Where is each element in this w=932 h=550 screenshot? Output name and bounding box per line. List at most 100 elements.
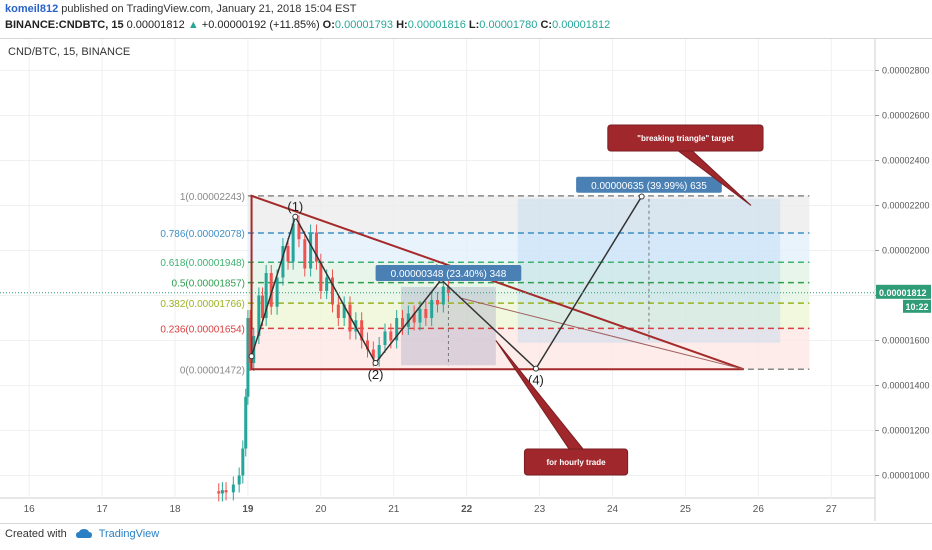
fib-level-label: 0(0.00001472)	[180, 365, 245, 376]
close-label: C:	[540, 19, 553, 31]
y-tick-label: 0.00002200	[882, 201, 930, 211]
wave-point[interactable]	[292, 213, 299, 220]
candle-body	[309, 232, 313, 269]
candle-body	[325, 277, 329, 291]
fib-level-label: 1(0.00002243)	[180, 192, 245, 203]
y-tick-label: 0.00001200	[882, 426, 930, 436]
fib-level-label: 0.786(0.00002078)	[160, 229, 245, 240]
wave-label: (4)	[528, 373, 544, 388]
fib-band	[247, 232, 810, 263]
y-tick-label: 0.00002600	[882, 111, 930, 121]
up-arrow-icon: ▲	[187, 19, 199, 31]
measure-label: 0.00000635 (39.99%) 635	[591, 181, 707, 192]
footer: Created with TradingView	[5, 528, 159, 540]
candle-body	[286, 246, 290, 262]
callout-text: "breaking triangle" target	[637, 134, 734, 143]
x-tick-label: 16	[24, 504, 36, 515]
low-value: 0.00001780	[479, 19, 538, 31]
candle-body	[261, 295, 264, 318]
wave-point[interactable]	[372, 360, 379, 366]
x-tick-label: 18	[169, 504, 181, 515]
fib-band	[247, 303, 810, 329]
candle-body	[303, 239, 307, 269]
current-price-tag	[876, 284, 931, 299]
fib-level-label: 0.5(0.00001857)	[172, 279, 245, 290]
measure-label-bg	[576, 176, 722, 193]
x-tick-label: 17	[97, 504, 109, 515]
elliott-wave-path[interactable]	[250, 196, 643, 370]
candle-body	[248, 318, 252, 363]
wave-point[interactable]	[532, 365, 539, 372]
countdown-value: 10:22	[905, 302, 928, 312]
candle-body	[246, 318, 250, 397]
candle-body	[377, 345, 381, 359]
candle-body	[331, 277, 334, 305]
x-tick-label: 21	[388, 504, 400, 515]
x-tick-label: 27	[826, 504, 838, 515]
candle-body	[424, 309, 428, 318]
candle-body	[401, 318, 404, 327]
x-tick-label: 23	[534, 504, 546, 515]
current-price-value: 0.00001812	[879, 288, 927, 298]
candle-body	[389, 331, 393, 341]
countdown-tag	[903, 299, 931, 313]
fib-level-label: 0.618(0.00001948)	[160, 258, 245, 269]
open-value: 0.00001793	[334, 19, 394, 31]
candle-body	[231, 484, 235, 493]
candle-body	[371, 349, 375, 359]
candle-body	[291, 223, 295, 262]
y-tick-label: 0.00002800	[882, 66, 930, 76]
callout-text: for hourly trade	[546, 458, 606, 467]
x-tick-label: 22	[461, 504, 473, 515]
y-tick-label: 0.00002400	[882, 156, 930, 166]
wave-point[interactable]	[638, 193, 645, 200]
candle-body	[264, 273, 268, 318]
x-tick-label: 19	[242, 504, 254, 515]
fib-level-label: 0.236(0.00001654)	[160, 324, 245, 335]
candle-body	[441, 286, 445, 305]
y-tick-label: 0.00002000	[882, 246, 930, 256]
candle-body	[366, 340, 369, 350]
candle-body	[224, 490, 228, 493]
chart-title: CND/BTC, 15, BINANCE	[8, 46, 130, 58]
x-tick-label: 20	[315, 504, 327, 515]
open-label: O:	[322, 19, 335, 31]
candle-body	[395, 318, 399, 341]
x-tick-label: 24	[607, 504, 619, 515]
candle-body	[418, 309, 422, 323]
candle-body	[412, 313, 416, 323]
close-value: 0.00001812	[552, 19, 611, 31]
tradingview-brand[interactable]: TradingView	[98, 528, 160, 540]
high-value: 0.00001816	[407, 19, 466, 31]
triangle-pattern[interactable]	[250, 194, 745, 371]
wave-label: (1)	[287, 199, 303, 214]
candle-body	[436, 300, 439, 305]
y-tick-label: 0.00001400	[882, 381, 930, 391]
candle-body	[297, 223, 301, 240]
low-label: L:	[468, 19, 480, 31]
candle-body	[342, 304, 346, 318]
candle-body	[430, 300, 434, 318]
author-name[interactable]: komeil812	[5, 3, 59, 15]
x-tick-label: 25	[680, 504, 692, 515]
high-label: H:	[396, 19, 408, 31]
symbol-label: BINANCE:CNDBTC, 15	[5, 19, 124, 31]
tradingview-cloud-icon	[75, 529, 92, 539]
candle-body	[336, 304, 340, 318]
candle-body	[269, 273, 273, 307]
measure-label-bg	[375, 264, 522, 281]
publish-date: published on TradingView.com, January 21…	[61, 3, 357, 15]
ohlc-legend: BINANCE:CNDBTC, 15 0.00001812 ▲ +0.00000…	[5, 19, 610, 31]
callout-box[interactable]	[523, 448, 629, 476]
candle-body	[217, 491, 221, 494]
candle-body	[383, 331, 387, 345]
y-tick-label: 0.00001000	[882, 471, 930, 481]
candle-body	[314, 232, 318, 262]
candle-body	[319, 261, 323, 291]
callout-box[interactable]	[607, 124, 764, 152]
wave-point[interactable]	[248, 353, 255, 360]
measure-label: 0.00000348 (23.40%) 348	[391, 269, 507, 280]
triangle-extension-line	[459, 297, 744, 370]
candle-body	[257, 295, 261, 336]
